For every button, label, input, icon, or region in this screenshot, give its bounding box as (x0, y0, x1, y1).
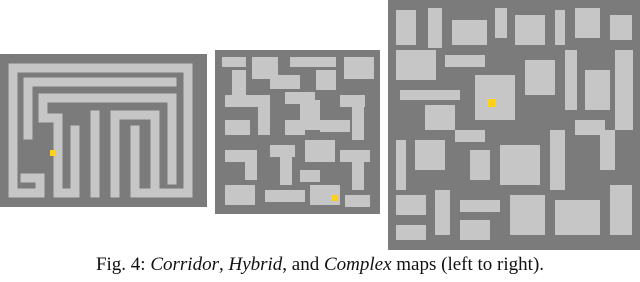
map-name: Complex (323, 254, 392, 275)
caption-text: , and (282, 254, 324, 275)
figure-caption: Fig. 4: Corridor, Hybrid, and Complex ma… (0, 254, 640, 276)
map-name: Corridor (150, 254, 219, 275)
hybrid-map (215, 50, 380, 214)
caption-label: Fig. 4: (95, 254, 151, 275)
complex-map (388, 0, 640, 250)
caption-text: , (218, 254, 229, 275)
caption-text: maps (left to right). (391, 254, 545, 275)
map-name: Hybrid (228, 254, 283, 275)
figure-maps (0, 0, 640, 250)
corridor-map (0, 54, 207, 207)
